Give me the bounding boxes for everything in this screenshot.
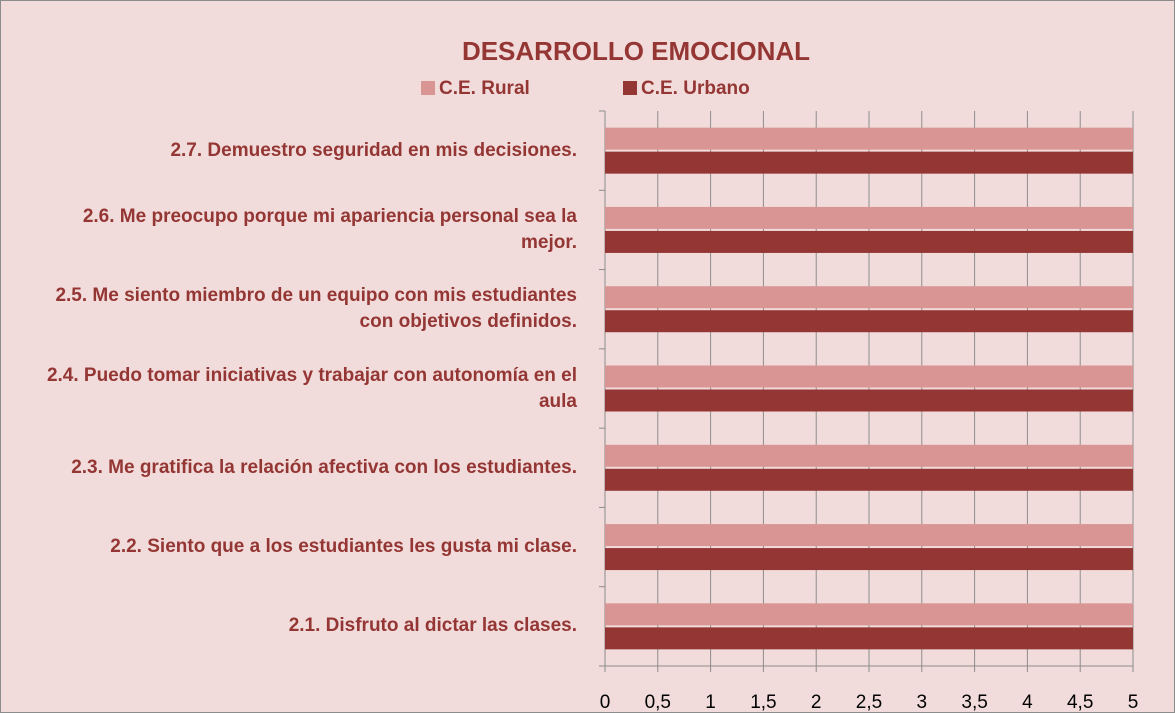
bar: [605, 230, 1133, 253]
bar: [605, 206, 1133, 229]
legend-label: C.E. Urbano: [641, 78, 750, 99]
y-tick-label: 2.3. Me gratifica la relación afectiva c…: [71, 456, 577, 478]
x-tick-label: 2: [811, 692, 822, 713]
legend-swatch: [623, 81, 637, 95]
bar: [605, 548, 1133, 571]
legend-swatch: [421, 81, 435, 95]
bar: [605, 365, 1133, 388]
chart-title: DESARROLLO EMOCIONAL: [462, 36, 810, 66]
bar: [605, 389, 1133, 412]
bar: [605, 151, 1133, 174]
y-tick-label: 2.4. Puedo tomar iniciativas y trabajar …: [46, 364, 577, 412]
x-tick-label: 0,5: [645, 692, 671, 713]
x-tick-label: 5: [1128, 692, 1139, 713]
legend-label: C.E. Rural: [439, 78, 530, 99]
x-tick-label: 3: [917, 692, 928, 713]
bar: [605, 310, 1133, 333]
y-tick-label: 2.5. Me siento miembro de un equipo con …: [55, 285, 577, 333]
x-tick-label: 0: [600, 692, 611, 713]
x-tick-label: 4: [1022, 692, 1033, 713]
bar: [605, 286, 1133, 309]
y-tick-label: 2.2. Siento que a los estudiantes les gu…: [110, 536, 577, 558]
bar: [605, 468, 1133, 491]
x-tick-label: 4,5: [1067, 692, 1093, 713]
x-tick-label: 1: [705, 692, 716, 713]
x-tick-label: 2,5: [856, 692, 882, 713]
bar: [605, 524, 1133, 547]
y-tick-label: 2.7. Demuestro seguridad en mis decision…: [170, 139, 577, 161]
y-tick-label: 2.6. Me preocupo porque mi apariencia pe…: [82, 205, 577, 253]
x-tick-label: 1,5: [750, 692, 776, 713]
x-tick-label: 3,5: [961, 692, 987, 713]
bar: [605, 627, 1133, 650]
bar: [605, 127, 1133, 150]
y-tick-label: 2.1. Disfruto al dictar las clases.: [288, 615, 577, 637]
bar: [605, 444, 1133, 467]
bar: [605, 603, 1133, 626]
